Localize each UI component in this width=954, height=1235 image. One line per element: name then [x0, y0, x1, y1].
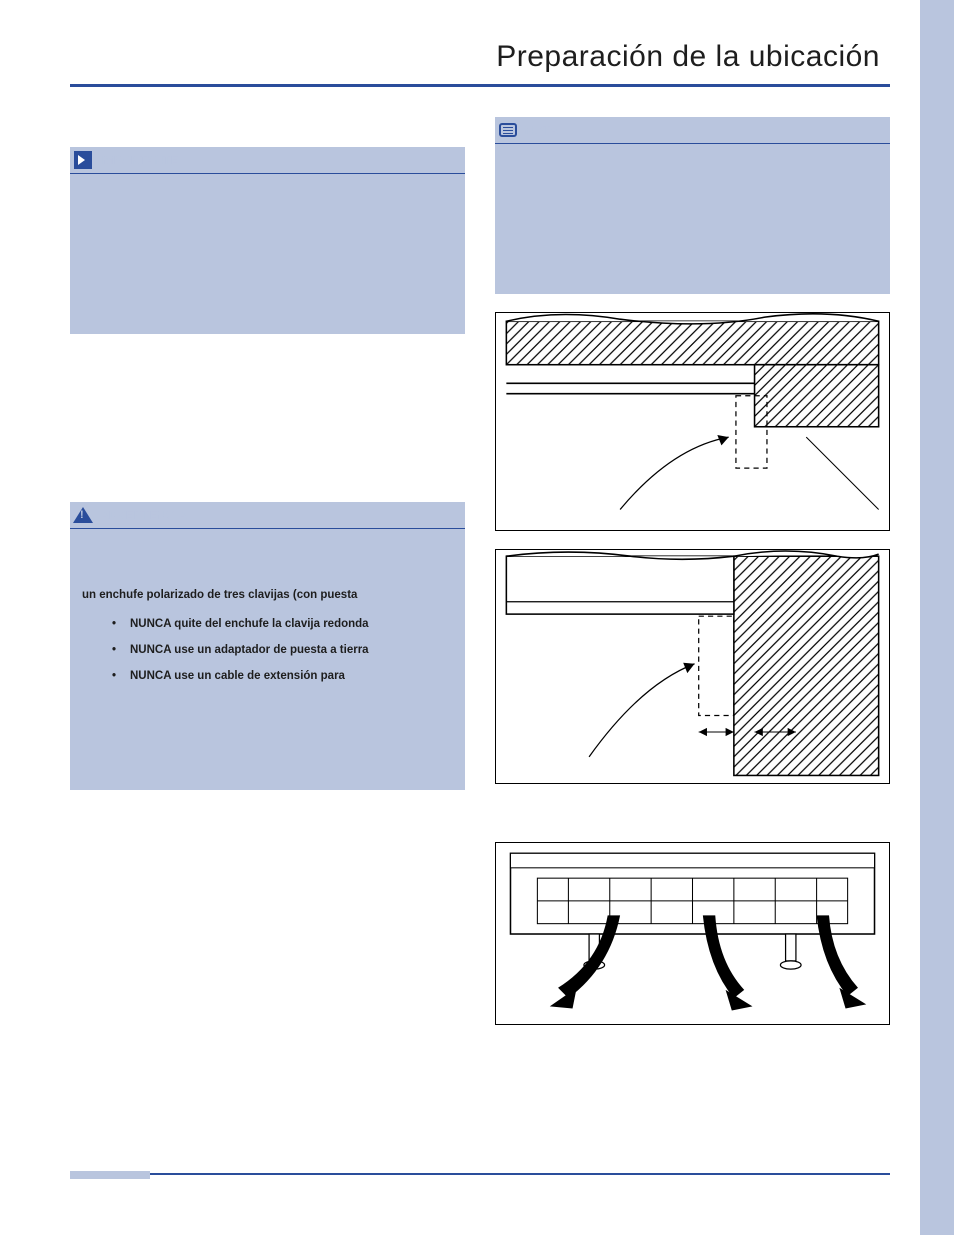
warning-label: ADVERTENCIA: [100, 508, 187, 522]
important-body: [70, 174, 465, 334]
note-icon: [499, 121, 517, 139]
diagram-icon: [496, 843, 889, 1024]
warning-icon: [74, 506, 92, 524]
warning-bullet: NUNCA use un cable de extensión para: [112, 670, 453, 682]
note-callout-head: NOTA: [495, 117, 890, 144]
figure-spacer: [495, 784, 890, 824]
diagram-icon: [496, 313, 889, 530]
important-callout-head: IMPORTANTE: [70, 147, 465, 174]
footer-accent: [70, 1171, 150, 1179]
warning-bullet: NUNCA use un adaptador de puesta a tierr…: [112, 644, 453, 656]
warning-bullet: NUNCA quite del enchufe la clavija redon…: [112, 618, 453, 630]
figure-cabinet-side: [495, 549, 890, 784]
warning-lead-line: un enchufe polarizado de tres clavijas (…: [82, 587, 453, 604]
side-tab-strip: [920, 0, 954, 1235]
warning-callout-head: ADVERTENCIA: [70, 502, 465, 529]
warning-callout: ADVERTENCIA un enchufe polarizado de tre…: [70, 502, 465, 790]
warning-bullet-list: NUNCA quite del enchufe la clavija redon…: [112, 618, 453, 682]
note-callout: NOTA: [495, 117, 890, 294]
two-column-layout: IMPORTANTE ADVERTENCIA un enchufe polari…: [70, 147, 890, 1025]
right-column: NOTA: [495, 147, 890, 1025]
important-label: IMPORTANTE: [100, 153, 178, 167]
footer-rule: [70, 1173, 890, 1175]
page-title: Preparación de la ubicación: [70, 40, 890, 74]
important-callout: IMPORTANTE: [70, 147, 465, 334]
diagram-icon: [496, 550, 889, 783]
title-rule: [70, 84, 890, 87]
figure-rear-airflow: [495, 842, 890, 1025]
note-label: NOTA: [525, 123, 558, 137]
page-content: Preparación de la ubicación IMPORTANTE A…: [70, 40, 890, 1025]
left-body-spacer: [70, 348, 465, 488]
warning-body: un enchufe polarizado de tres clavijas (…: [70, 529, 465, 760]
note-body: [495, 144, 890, 294]
left-column: IMPORTANTE ADVERTENCIA un enchufe polari…: [70, 147, 465, 1025]
figure-cabinet-overhang: [495, 312, 890, 531]
arrow-icon: [74, 151, 92, 169]
